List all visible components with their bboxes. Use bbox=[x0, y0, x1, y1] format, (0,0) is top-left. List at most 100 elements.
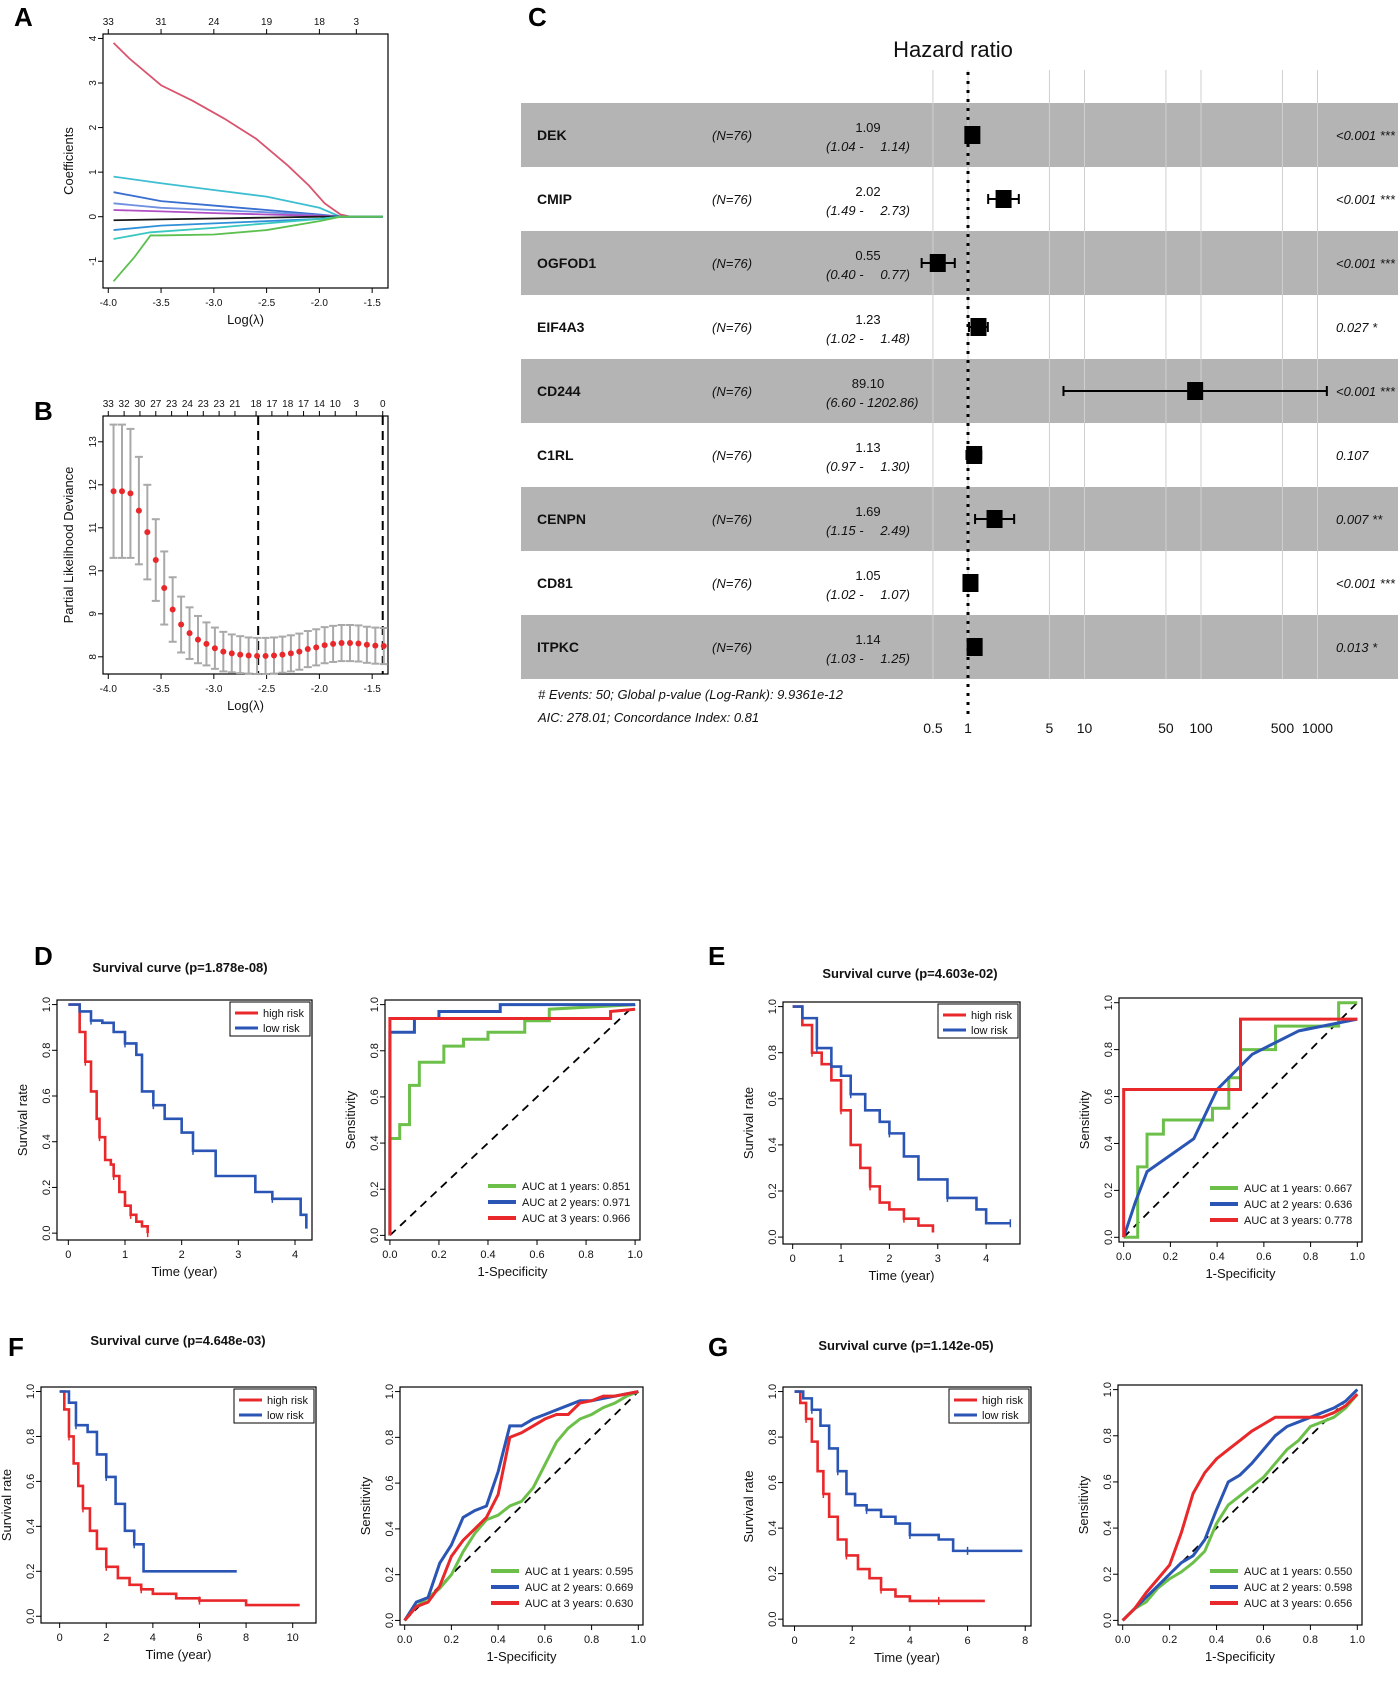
survival-panel: Survival curve (p=1.142e-05) 0 2 4 6 8 0.0 0.2 0… bbox=[741, 1338, 1032, 1665]
x-tick-label: 0.4 bbox=[490, 1634, 505, 1646]
forest-footer-aic: AIC: 278.01; Concordance Index: 0.81 bbox=[537, 710, 759, 725]
y-tick-label: 1.0 bbox=[369, 997, 381, 1012]
x-tick-label: -1.5 bbox=[364, 684, 382, 695]
deviance-point bbox=[237, 651, 244, 658]
deviance-point bbox=[321, 642, 328, 649]
forest-ci-low: (1.04 - bbox=[826, 139, 864, 154]
x-axis-label: Time (year) bbox=[146, 1647, 212, 1662]
deviance-point bbox=[186, 630, 193, 637]
roc-panel: 0.0 0.2 0.4 0.6 0.8 1.0 0.0 0.2 0.4 0.6 0.8 1.0 1-Sp… bbox=[1076, 1382, 1365, 1664]
forest-n-label: (N=76) bbox=[712, 640, 752, 655]
y-tick-label: 0.0 bbox=[1103, 1230, 1115, 1245]
y-axis-label: Sensitivity bbox=[1076, 1475, 1091, 1534]
survival-title: Survival curve (p=1.142e-05) bbox=[818, 1338, 993, 1353]
panel-label-F: F bbox=[8, 1332, 24, 1362]
deviance-point bbox=[262, 652, 269, 659]
y-axis-label: Sensitivity bbox=[343, 1090, 358, 1149]
top-axis-label: 30 bbox=[134, 399, 146, 410]
y-axis-label: Sensitivity bbox=[358, 1476, 373, 1535]
roc-panel: 0.0 0.2 0.4 0.6 0.8 1.0 0.0 0.2 0.4 0.6 0.8 1.0 1-Sp… bbox=[343, 997, 643, 1279]
y-tick-label: 0.6 bbox=[767, 1475, 779, 1490]
x-tick-label: 4 bbox=[292, 1249, 298, 1261]
survival-legend-label: high risk bbox=[971, 1010, 1012, 1022]
y-axis-label: Survival rate bbox=[15, 1084, 30, 1156]
deviance-point bbox=[195, 636, 201, 643]
deviance-point bbox=[203, 640, 210, 647]
forest-x-tick-label: 10 bbox=[1077, 720, 1093, 736]
forest-x-tick-label: 1000 bbox=[1302, 720, 1333, 736]
forest-ci-high: 1.07) bbox=[880, 587, 910, 602]
y-tick-label: 0.2 bbox=[1102, 1567, 1114, 1582]
panel-c: Hazard ratio 0.5 1 5 10 50 100 500 1000 DEK (N=76)… bbox=[521, 37, 1398, 736]
panel-label-D: D bbox=[34, 941, 53, 971]
forest-x-tick-label: 100 bbox=[1189, 720, 1213, 736]
x-tick-label: 0.8 bbox=[1303, 1251, 1318, 1263]
y-tick-label: 0.6 bbox=[41, 1088, 53, 1103]
deviance-point bbox=[119, 488, 125, 495]
x-tick-label: 0.2 bbox=[1162, 1634, 1177, 1646]
y-tick-label: 0.6 bbox=[384, 1475, 396, 1490]
x-tick-label: -2.5 bbox=[258, 684, 276, 695]
deviance-point bbox=[228, 650, 235, 657]
forest-ci-high: 2.73) bbox=[879, 203, 910, 218]
roc-panel: 0.0 0.2 0.4 0.6 0.8 1.0 0.0 0.2 0.4 0.6 0.8 1.0 1-Sp… bbox=[358, 1384, 646, 1664]
x-tick-label: 0.0 bbox=[397, 1634, 412, 1646]
roc-curve bbox=[388, 1007, 636, 1236]
y-tick-label: 13 bbox=[88, 436, 99, 448]
survival-legend-label: high risk bbox=[263, 1008, 304, 1020]
deviance-point bbox=[330, 640, 337, 647]
x-tick-label: 4 bbox=[907, 1635, 913, 1647]
deviance-point bbox=[254, 652, 261, 659]
forest-ci-high: 1.48) bbox=[880, 331, 910, 346]
roc-curve bbox=[1121, 1388, 1359, 1622]
top-axis-label: 23 bbox=[198, 399, 210, 410]
plot-frame bbox=[102, 33, 389, 289]
y-tick-label: 4 bbox=[88, 35, 99, 41]
deviance-point bbox=[178, 621, 185, 628]
top-axis-label: 24 bbox=[182, 399, 194, 410]
x-tick-label: 1 bbox=[838, 1253, 844, 1265]
y-tick-label: 1.0 bbox=[1102, 1382, 1114, 1397]
roc-legend-label: AUC at 2 years: 0.598 bbox=[1244, 1582, 1352, 1594]
y-tick-label: 0.2 bbox=[25, 1564, 37, 1579]
roc-legend-label: AUC at 1 years: 0.667 bbox=[1244, 1183, 1352, 1195]
roc-legend-label: AUC at 2 years: 0.669 bbox=[525, 1582, 633, 1594]
forest-row-band bbox=[521, 103, 1398, 167]
forest-ci-low: (1.15 - bbox=[826, 523, 864, 538]
x-tick-label: -4.0 bbox=[100, 684, 118, 695]
top-axis-label: 18 bbox=[314, 17, 326, 28]
survival-curve bbox=[794, 1390, 1023, 1553]
y-tick-label: 1 bbox=[88, 169, 99, 175]
x-tick-label: 2 bbox=[886, 1253, 892, 1265]
y-axis-label: Coefficients bbox=[61, 127, 76, 195]
forest-gene-label: CD244 bbox=[537, 383, 581, 399]
roc-panel: 0.0 0.2 0.4 0.6 0.8 1.0 0.0 0.2 0.4 0.6 0.8 1.0 1-Sp… bbox=[1077, 995, 1365, 1281]
top-axis-label: 14 bbox=[314, 399, 326, 410]
roc-diagonal bbox=[389, 1003, 636, 1237]
forest-hr-marker bbox=[964, 126, 981, 144]
survival-curve bbox=[792, 1005, 935, 1233]
x-tick-label: 1.0 bbox=[631, 1634, 646, 1646]
plot-frame bbox=[40, 1386, 317, 1624]
y-tick-label: 0.2 bbox=[767, 1566, 779, 1581]
y-tick-label: 0.0 bbox=[1102, 1613, 1114, 1628]
plot-frame bbox=[782, 1001, 1021, 1245]
top-axis-label: 3 bbox=[354, 399, 360, 410]
survival-curve bbox=[59, 1390, 300, 1607]
y-tick-label: 0.0 bbox=[25, 1609, 37, 1624]
top-axis-label: 17 bbox=[266, 399, 278, 410]
survival-curve bbox=[792, 1005, 1011, 1225]
x-tick-label: -2.0 bbox=[311, 684, 329, 695]
x-tick-label: 2 bbox=[849, 1635, 855, 1647]
y-tick-label: 0.2 bbox=[767, 1183, 779, 1198]
forest-hr-marker bbox=[929, 254, 946, 272]
x-tick-label: 0.6 bbox=[1256, 1251, 1271, 1263]
survival-curve bbox=[68, 1003, 308, 1229]
forest-gene-label: CMIP bbox=[537, 191, 572, 207]
forest-ci-low: (1.02 - bbox=[826, 331, 864, 346]
forest-hr-value: 1.05 bbox=[855, 568, 880, 583]
forest-gene-label: CD81 bbox=[537, 575, 573, 591]
panel-a: -4.0 -3.5 -3.0 -2.5 -2.0 -1.5 -1 0 1 2 3 4 Log(λ) Coe… bbox=[61, 17, 389, 327]
forest-x-tick-label: 1 bbox=[964, 720, 972, 736]
y-tick-label: 0.8 bbox=[767, 1045, 779, 1060]
